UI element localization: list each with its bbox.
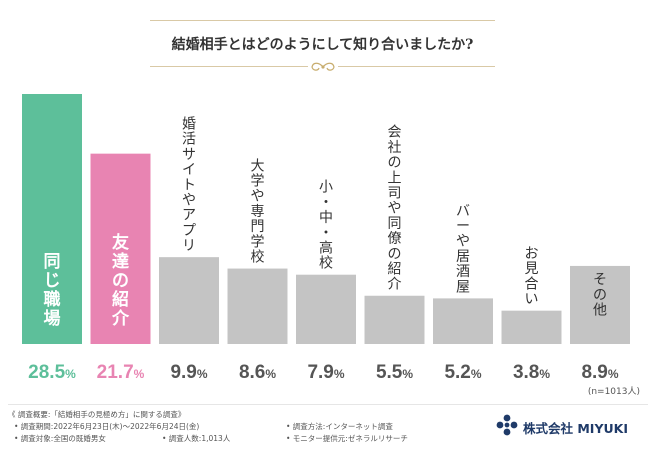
sample-size-note: (n=1013人): [588, 386, 640, 397]
category-label-1: 友達の紹介: [111, 232, 130, 329]
survey-footer: 《 調査概要:「結婚相手の見極め方」に関する調査》 • 調査期間:2022年6月…: [8, 404, 648, 449]
footer-summary: 《 調査概要:「結婚相手の見極め方」に関する調査》: [8, 410, 186, 419]
bar-2: [159, 257, 219, 344]
category-label-2: 婚活サイトやアプリ: [182, 117, 196, 255]
company-logo-icon: [496, 414, 518, 436]
bar-8: [570, 265, 630, 344]
value-label-0: 28.5%: [28, 362, 76, 383]
bar-4: [296, 274, 356, 344]
value-label-5: 5.5%: [376, 362, 413, 383]
footer-provider: • モニター提供元:ゼネラルリサーチ: [286, 434, 408, 443]
value-label-2: 9.9%: [170, 362, 207, 383]
bar-0: [22, 94, 82, 344]
bar-7: [501, 310, 562, 344]
bar-1: [90, 153, 151, 344]
category-label-4: 小・中・高校: [319, 180, 333, 272]
value-label-6: 5.2%: [444, 362, 481, 383]
title-top-rule: [150, 20, 495, 21]
category-label-8: その他: [593, 272, 607, 318]
category-label-7: お見合い: [525, 246, 539, 308]
bar-5: [364, 295, 425, 344]
footer-target: • 調査対象:全国の既婚男女: [14, 434, 106, 443]
chart-title: 結婚相手とはどのようにして知り合いましたか?: [171, 37, 474, 53]
value-label-3: 8.6%: [239, 362, 276, 383]
value-label-1: 21.7%: [97, 362, 145, 383]
footer-count: • 調査人数:1,013人: [162, 434, 231, 443]
category-label-0: 同じ職場: [44, 252, 61, 329]
company-brand: 株式会社 MIYUKI: [495, 413, 640, 439]
category-label-5: 会社の上司や同僚の紹介: [388, 125, 402, 293]
company-name: 株式会社 MIYUKI: [523, 421, 628, 436]
category-label-3: 大学や専門学校: [251, 158, 265, 265]
bar-chart: 同じ職場 28.5% 友達の紹介 21.7% 婚活サイトやアプリ 9.9% 大学や専門学校 8…: [22, 94, 640, 397]
footer-method: • 調査方法:インターネット調査: [286, 422, 393, 431]
value-label-8: 8.9%: [581, 362, 618, 383]
bar-3: [227, 268, 288, 344]
bar-6: [433, 298, 493, 344]
ornament-icon: [308, 62, 338, 71]
value-label-4: 7.9%: [307, 362, 344, 383]
category-label-6: バーや居酒屋: [456, 203, 470, 295]
footer-period: • 調査期間:2022年6月23日(木)〜2022年6月24日(金): [14, 422, 200, 431]
value-label-7: 3.8%: [513, 362, 550, 383]
